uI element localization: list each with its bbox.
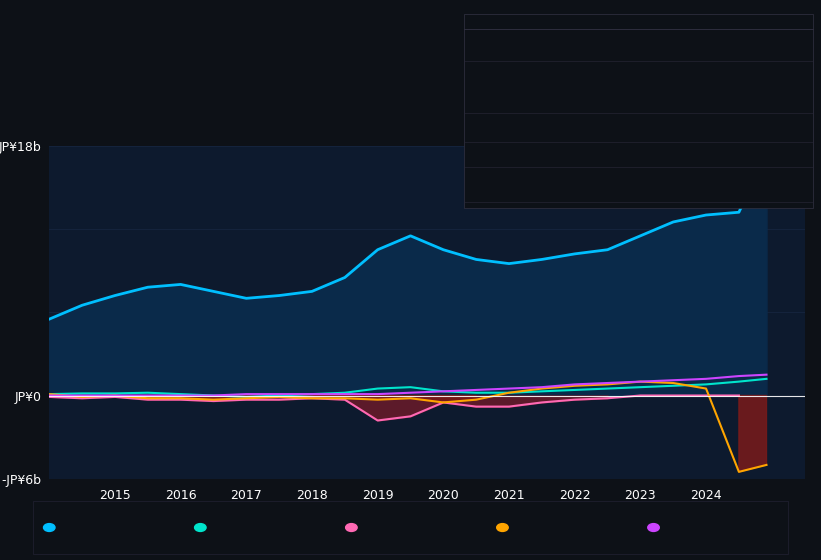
Text: Earnings: Earnings xyxy=(210,521,262,534)
Text: JP¥1.075b /yr: JP¥1.075b /yr xyxy=(636,73,710,83)
Text: JP¥17.135b /yr: JP¥17.135b /yr xyxy=(636,46,718,56)
Text: Free Cash Flow: Free Cash Flow xyxy=(472,129,556,139)
Text: Operating Expenses: Operating Expenses xyxy=(472,181,585,190)
Text: No data: No data xyxy=(636,129,680,139)
Text: Earnings: Earnings xyxy=(472,73,521,83)
Text: Revenue: Revenue xyxy=(59,521,111,534)
Text: Nov 30 2024: Nov 30 2024 xyxy=(472,21,560,34)
Text: Cash From Op: Cash From Op xyxy=(472,154,550,164)
Text: Free Cash Flow: Free Cash Flow xyxy=(361,521,450,534)
Text: Revenue: Revenue xyxy=(472,46,521,56)
Text: Operating Expenses: Operating Expenses xyxy=(663,521,782,534)
Text: No data: No data xyxy=(636,154,680,164)
Text: Cash From Op: Cash From Op xyxy=(512,521,594,534)
Text: 6.3%: 6.3% xyxy=(636,97,667,108)
Text: JP¥1.519b /yr: JP¥1.519b /yr xyxy=(636,181,710,190)
Text: profit margin: profit margin xyxy=(667,97,744,108)
